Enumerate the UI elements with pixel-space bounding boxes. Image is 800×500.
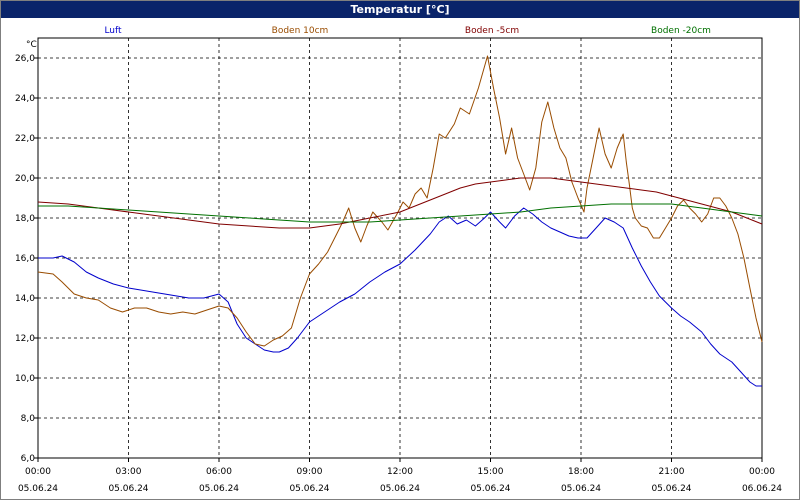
x-tick-time: 15:00 [478, 467, 504, 477]
y-tick-label: 18,0 [15, 214, 35, 224]
y-tick-label: 10,0 [15, 374, 35, 384]
x-tick-date: 05.06.24 [199, 484, 239, 494]
y-axis-unit: °C [26, 40, 37, 50]
x-tick-date: 06.06.24 [742, 484, 782, 494]
y-tick-label: 6,0 [21, 454, 36, 464]
legend-entry: Boden -5cm [465, 26, 519, 36]
x-tick-time: 12:00 [387, 467, 413, 477]
y-tick-label: 12,0 [15, 334, 35, 344]
x-tick-time: 21:00 [659, 467, 685, 477]
series-line-4 [38, 203, 763, 223]
x-tick-date: 05.06.24 [470, 484, 510, 494]
x-tick-time: 09:00 [297, 467, 323, 477]
y-tick-label: 26,0 [15, 54, 35, 64]
series-line-2 [37, 55, 763, 347]
x-tick-date: 05.06.24 [651, 484, 691, 494]
x-tick-time: 00:00 [749, 467, 775, 477]
x-tick-date: 05.06.24 [18, 484, 58, 494]
series-lines [37, 55, 763, 387]
y-tick-label: 16,0 [15, 254, 35, 264]
y-tick-label: 22,0 [15, 134, 35, 144]
y-axis-ticks: 6,0 8,0 10,0 12,0 14,0 16,0 18,0 20,0 22,0 24,0 26… [15, 54, 38, 464]
x-tick-time: 03:00 [116, 467, 142, 477]
y-tick-label: 20,0 [15, 174, 35, 184]
legend: Luft Boden 10cm Boden -5cm Boden -20cm [104, 26, 711, 36]
x-tick-date: 05.06.24 [380, 484, 420, 494]
legend-entry: Luft [104, 26, 122, 36]
series-line-1 [38, 207, 762, 387]
legend-entry: Boden 10cm [272, 26, 329, 36]
y-tick-label: 24,0 [15, 94, 35, 104]
x-tick-time: 06:00 [206, 467, 232, 477]
legend-entry: Boden -20cm [651, 26, 711, 36]
x-tick-time: 18:00 [568, 467, 594, 477]
x-tick-date: 05.06.24 [561, 484, 601, 494]
chart-title: Temperatur [°C] [1, 1, 799, 18]
series-line-3 [37, 177, 763, 229]
y-tick-label: 8,0 [21, 414, 36, 424]
x-tick-date: 05.06.24 [108, 484, 148, 494]
y-tick-label: 14,0 [15, 294, 35, 304]
x-axis-ticks: 00:00 05.06.24 03:00 05.06.24 06:00 05.06.24 0… [18, 458, 782, 494]
x-tick-time: 00:00 [25, 467, 51, 477]
x-tick-date: 05.06.24 [289, 484, 329, 494]
